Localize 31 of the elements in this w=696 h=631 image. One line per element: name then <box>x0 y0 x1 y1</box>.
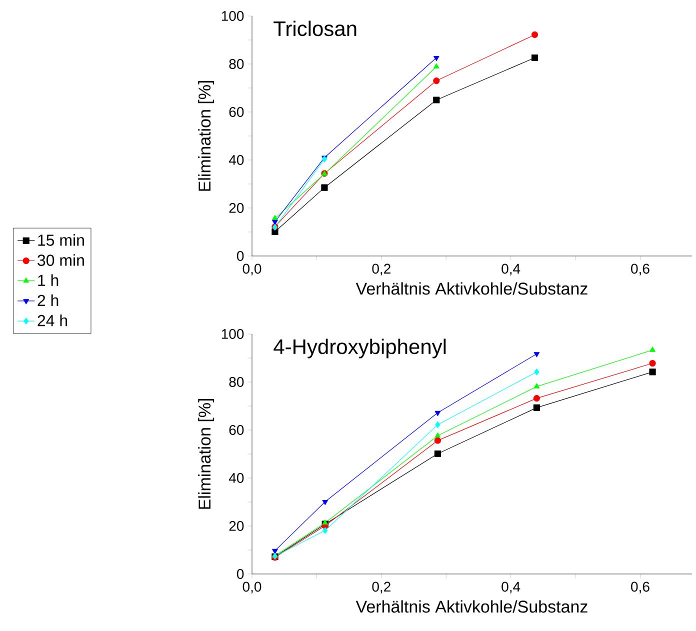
y-axis-title: Elimination [%] <box>198 81 214 191</box>
y-tick-label: 100 <box>222 11 244 21</box>
y-tick-label: 60 <box>229 107 244 117</box>
x-tick-label: 0,2 <box>372 264 390 276</box>
x-tick-label: 0,0 <box>242 582 262 594</box>
y-tick-label: 60 <box>229 425 244 435</box>
y-tick-label: 80 <box>229 377 244 387</box>
y-tick-label: 20 <box>229 521 244 531</box>
y-tick-label: 100 <box>222 329 244 339</box>
x-tick-label: 0,6 <box>631 582 650 594</box>
x-tick-label: 0,2 <box>372 582 390 594</box>
chart-title: Triclosan <box>274 20 356 36</box>
legend-label: 30 min <box>38 254 84 266</box>
y-tick-label: 0 <box>236 251 244 261</box>
legend-label: 15 min <box>38 234 84 246</box>
y-tick-label: 40 <box>228 473 244 483</box>
x-tick-label: 0,0 <box>242 264 262 276</box>
y-tick-label: 20 <box>229 203 244 213</box>
legend-label: 1 h <box>38 274 58 286</box>
x-tick-label: 0,6 <box>631 264 650 276</box>
chart-title: 4-Hydroxybiphenyl <box>274 338 446 358</box>
x-tick-label: 0,4 <box>502 264 520 276</box>
y-axis-title: Elimination [%] <box>198 399 214 509</box>
legend-label: 24 h <box>38 314 68 326</box>
legend-label: 2 h <box>38 294 58 306</box>
x-axis-title: Verhältnis Aktivkohle/Substanz <box>356 282 588 295</box>
y-tick-label: 80 <box>229 59 244 69</box>
y-tick-label: 40 <box>228 155 244 165</box>
x-axis-title: Verhältnis Aktivkohle/Substanz <box>356 600 588 613</box>
y-tick-label: 0 <box>236 569 244 579</box>
x-tick-label: 0,4 <box>502 582 520 594</box>
